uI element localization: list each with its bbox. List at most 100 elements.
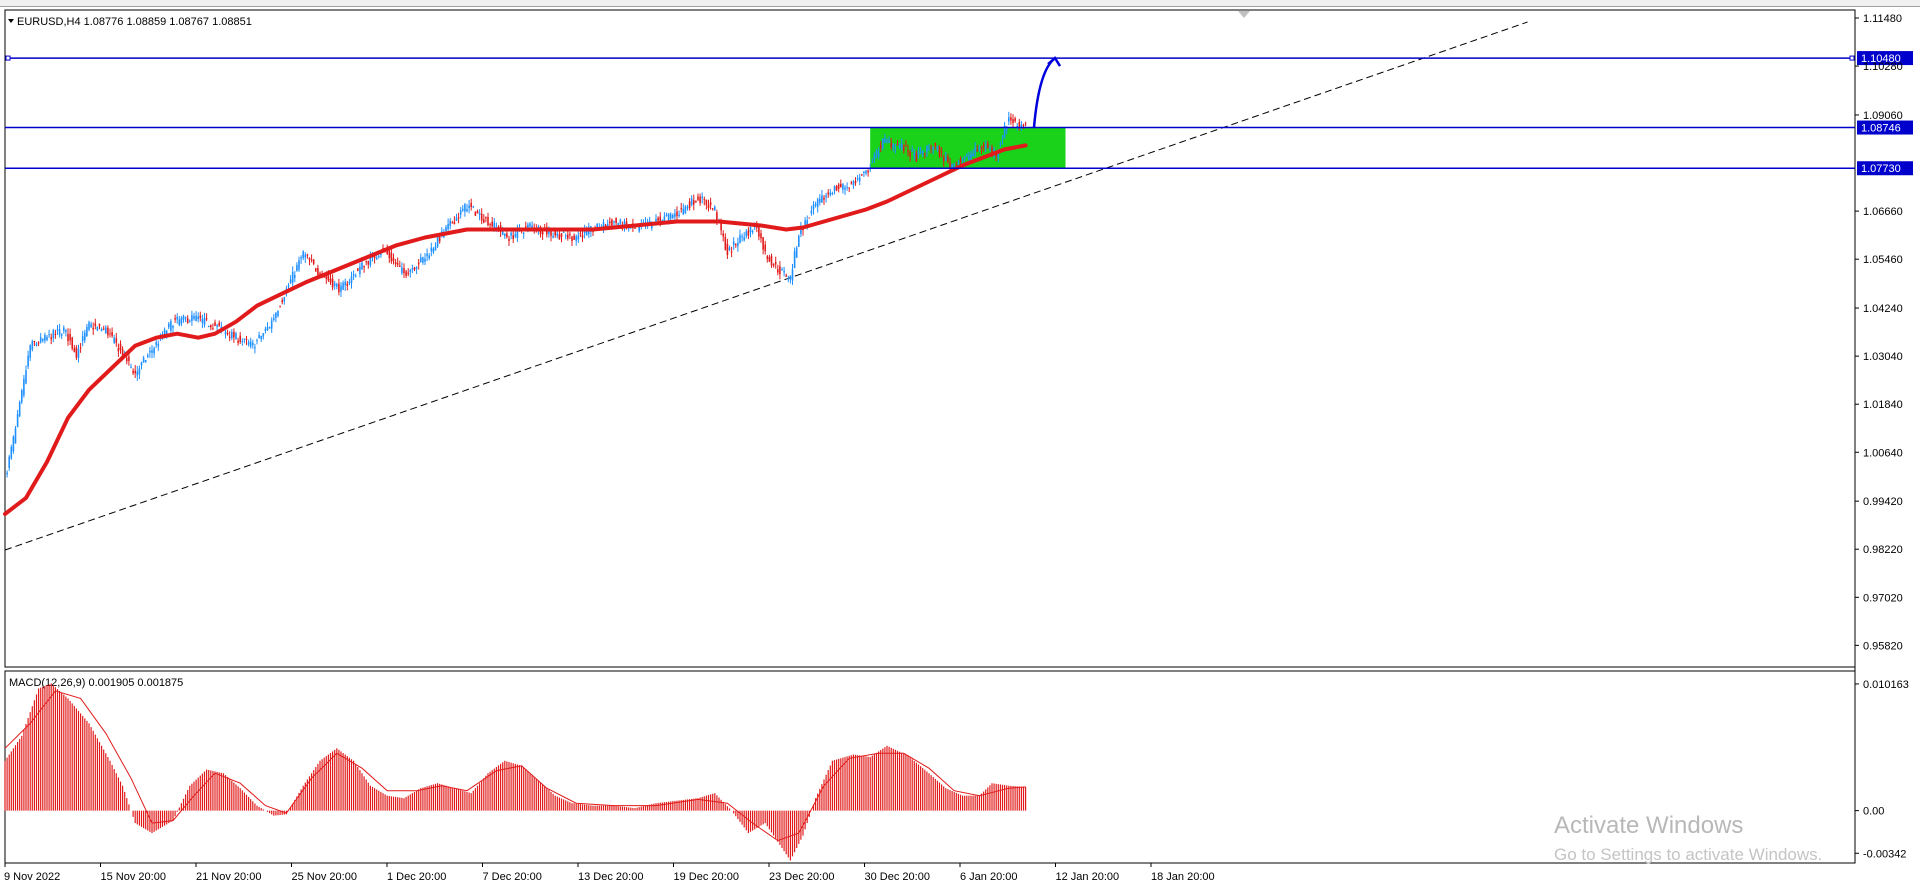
shift-marker-icon[interactable] — [1238, 11, 1250, 18]
candle-body — [424, 258, 426, 262]
candle-body — [342, 282, 344, 290]
candle-body — [585, 228, 588, 236]
candle-body — [682, 208, 685, 215]
candle-body — [39, 337, 42, 343]
candle-body — [581, 235, 584, 238]
candle-body — [672, 214, 674, 218]
candle-body — [917, 151, 920, 155]
candle-body — [569, 233, 571, 236]
candle-body — [556, 233, 559, 236]
candle-body — [33, 340, 36, 343]
candle-body — [58, 329, 61, 335]
candle-body — [102, 328, 105, 330]
candle-body — [774, 261, 777, 265]
candle-body — [350, 276, 353, 284]
candle-body — [842, 184, 844, 190]
candle-body — [247, 342, 250, 345]
candle-body — [115, 338, 118, 343]
candle-body — [1016, 125, 1018, 127]
candle-body — [31, 341, 34, 350]
candle-body — [176, 316, 178, 320]
candle-body — [900, 143, 903, 149]
candle-body — [634, 227, 636, 229]
level-anchor-handle[interactable] — [5, 55, 11, 61]
candle-body — [462, 208, 464, 211]
candle-body — [399, 265, 401, 267]
candle-body — [56, 329, 59, 331]
candle-body — [882, 138, 884, 149]
candle-body — [577, 235, 580, 240]
candle-body — [151, 350, 153, 353]
chart-tab-strip[interactable] — [0, 0, 1920, 7]
candle-body — [14, 428, 17, 444]
macd-signal-line[interactable] — [4, 690, 1026, 842]
candle-body — [781, 269, 783, 271]
candle-body — [331, 278, 334, 288]
candle-body — [697, 196, 699, 201]
candle-body — [762, 237, 764, 250]
candle-body — [428, 255, 430, 259]
trendline-layer — [4, 21, 1528, 551]
candle-body — [235, 333, 237, 340]
level-price-label-bg — [1857, 51, 1913, 66]
candle-body — [100, 329, 103, 332]
dashed-trendline[interactable] — [4, 21, 1528, 551]
candle-body — [142, 357, 145, 363]
candle-body — [262, 333, 265, 337]
candle-body — [808, 217, 811, 219]
candle-body — [352, 274, 355, 276]
candle-body — [1012, 119, 1014, 123]
candle-body — [1020, 124, 1023, 129]
candle-body — [898, 145, 901, 148]
candle-body — [449, 220, 451, 226]
dropdown-triangle-icon[interactable] — [8, 19, 14, 23]
candle-body — [739, 234, 741, 243]
candle-body — [716, 212, 718, 220]
candle-body — [472, 206, 475, 208]
level-anchor-handle[interactable] — [1849, 55, 1855, 61]
candle-body — [982, 145, 985, 148]
candle-body — [88, 322, 90, 330]
candle-body — [804, 220, 806, 225]
candle-body — [657, 217, 659, 221]
candle-body — [991, 147, 993, 153]
candle-body — [810, 210, 813, 214]
candle-body — [491, 221, 493, 227]
time-tick-label: 12 Jan 20:00 — [1056, 871, 1120, 883]
candle-body — [949, 162, 951, 168]
candle-body — [338, 283, 340, 293]
price-tick-label: 1.05460 — [1863, 254, 1903, 266]
candle-body — [367, 261, 370, 265]
candle-body — [6, 472, 8, 475]
candle-body — [720, 223, 722, 231]
candle-body — [71, 337, 73, 349]
moving-average-line[interactable] — [3, 143, 1028, 516]
candle-body — [743, 236, 745, 241]
candle-body — [722, 233, 724, 237]
level-price-label: 1.08746 — [1861, 123, 1901, 135]
candle-body — [378, 256, 380, 258]
candle-body — [451, 222, 454, 224]
level-price-label-bg — [1857, 120, 1913, 135]
candle-body — [770, 255, 773, 266]
candle-body — [8, 456, 10, 469]
candle-body — [396, 263, 399, 265]
candle-body — [231, 332, 233, 339]
candle-body — [829, 192, 832, 196]
candle-body — [340, 285, 342, 292]
candle-body — [934, 143, 937, 147]
candle-body — [909, 152, 911, 157]
candle-body — [304, 254, 307, 258]
candle-body — [195, 315, 197, 322]
candle-body — [728, 247, 731, 251]
candle-body — [766, 256, 769, 259]
candle-body — [789, 275, 792, 280]
candle-body — [279, 306, 281, 308]
candle-body — [457, 217, 460, 219]
candle-body — [879, 145, 882, 148]
candle-body — [529, 223, 531, 227]
candle-body — [779, 266, 781, 275]
candle-body — [42, 338, 44, 341]
